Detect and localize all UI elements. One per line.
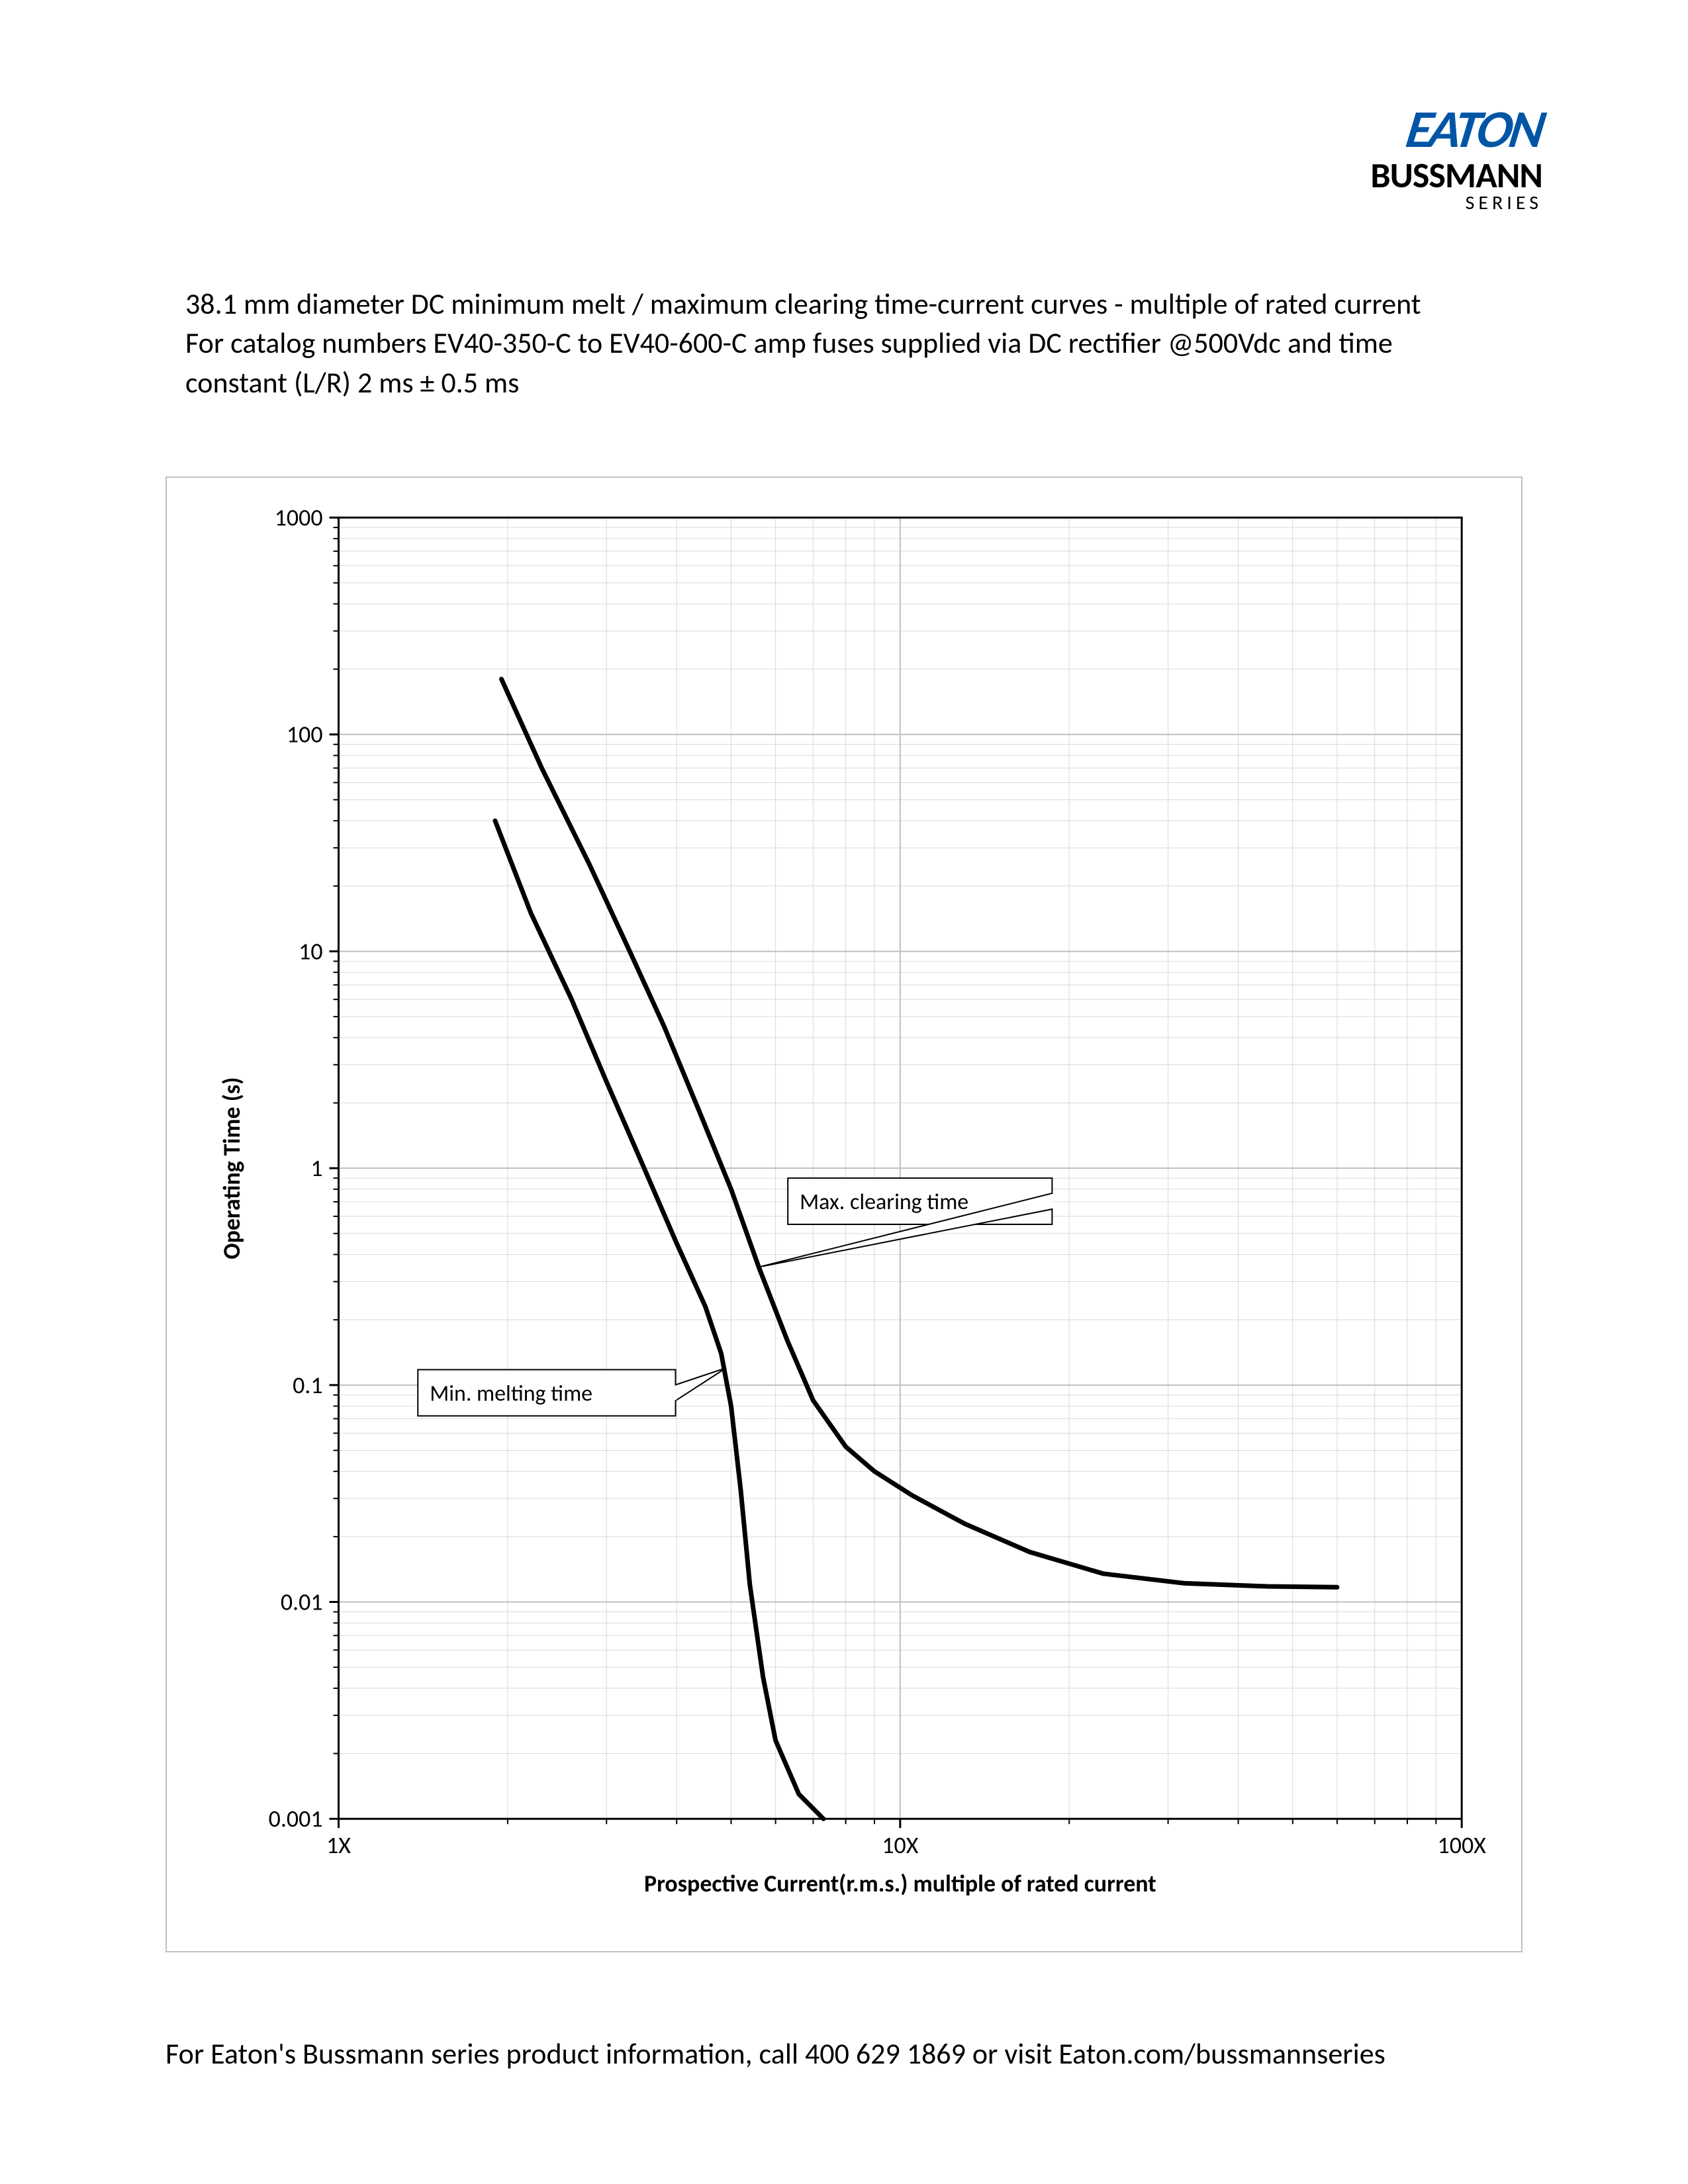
ytick-label: 0.001 bbox=[269, 1804, 323, 1833]
xtick-label: 100X bbox=[1438, 1831, 1487, 1860]
callout-min-melting-pointer bbox=[675, 1368, 726, 1401]
ytick-label: 0.01 bbox=[281, 1587, 323, 1616]
chart-container: 0.001 0.01 0.1 1 10 100 1000 1X 10X 100X Prospecti… bbox=[165, 477, 1523, 1952]
callout-max-clearing-label: Max. clearing time bbox=[800, 1189, 968, 1216]
ytick-label: 1000 bbox=[275, 503, 323, 532]
title-line-3: constant (L/R) 2 ms ± 0.5 ms bbox=[185, 363, 1503, 402]
ytick-label: 10 bbox=[299, 936, 322, 966]
title-line-1: 38.1 mm diameter DC minimum melt / maxim… bbox=[185, 285, 1503, 324]
x-axis-label: Prospective Current(r.m.s.) multiple of … bbox=[644, 1869, 1156, 1898]
ytick-label: 100 bbox=[287, 720, 323, 749]
y-axis-label: Operating Time (s) bbox=[217, 1077, 246, 1259]
ytick-label: 0.1 bbox=[293, 1371, 322, 1400]
brand-sub: BUSSMANN bbox=[1370, 158, 1542, 193]
title-line-2: For catalog numbers EV40-350-C to EV40-6… bbox=[185, 324, 1503, 363]
brand-company: EATON bbox=[1366, 106, 1546, 154]
title-block: 38.1 mm diameter DC minimum melt / maxim… bbox=[185, 285, 1503, 402]
page: EATON BUSSMANN SERIES 38.1 mm diameter D… bbox=[0, 0, 1688, 2184]
callout-min-melting-label: Min. melting time bbox=[430, 1380, 592, 1407]
ytick-label: 1 bbox=[310, 1154, 322, 1183]
footer-text: For Eaton's Bussmann series product info… bbox=[165, 2036, 1523, 2071]
xtick-label: 10X bbox=[882, 1831, 918, 1860]
brand-logo: EATON BUSSMANN SERIES bbox=[1370, 106, 1542, 213]
xtick-label: 1X bbox=[326, 1831, 351, 1860]
chart-svg: 0.001 0.01 0.1 1 10 100 1000 1X 10X 100X Prospecti… bbox=[167, 478, 1521, 1951]
